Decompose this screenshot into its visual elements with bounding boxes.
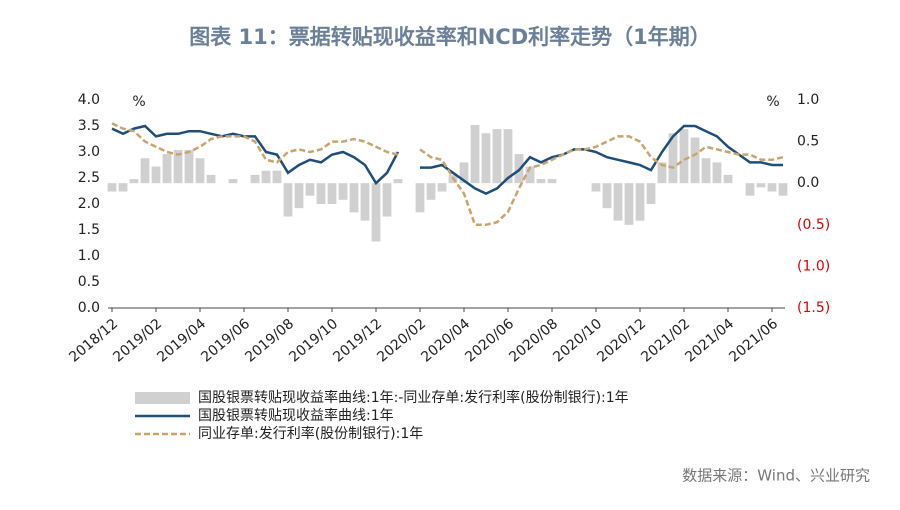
bar [261,170,271,184]
bar [712,162,722,184]
x-tick-label: 2019/08 [242,316,297,366]
x-tick-label: 2021/02 [638,316,693,366]
x-tick-label: 2020/12 [594,316,649,366]
bar [283,183,293,217]
bar [635,183,645,221]
bar [184,149,194,184]
y-tick-label: 0.5 [78,274,100,290]
y-tick-label: 3.5 [78,118,100,134]
legend-label: 同业存单:发行利率(股份制银行):1年 [198,425,423,442]
bar [602,183,612,209]
x-tick-label: 2018/12 [66,316,121,366]
bar [338,183,348,200]
bar [591,183,601,192]
x-tick-label: 2019/06 [198,316,253,366]
chart-title: 图表 11：票据转贴现收益率和NCD利率走势（1年期） [189,25,711,49]
y-tick-label: 3.0 [78,144,100,160]
y-tick-label: 4.0 [78,92,100,108]
x-tick-label: 2020/04 [418,316,473,366]
bar [668,133,678,184]
x-tick-label: 2019/04 [154,316,209,366]
bar [250,174,260,184]
y-tick-label: 2.0 [78,196,100,212]
bar [745,183,755,196]
bar [228,179,238,184]
bar [723,174,733,184]
x-tick-label: 2020/06 [462,316,517,366]
x-tick-label: 2019/02 [110,316,165,366]
legend-label: 国股银票转贴现收益率曲线:1年:-同业存单:发行利率(股份制银行):1年 [198,389,629,406]
bar [459,162,469,184]
bar [360,183,370,221]
bar [382,183,392,217]
x-tick-label: 2020/10 [550,316,605,366]
bar [756,183,766,188]
bar [371,183,381,242]
y-tick-label: 0.0 [78,300,100,316]
bar [679,129,689,184]
bar [767,183,777,192]
line-series [111,124,783,195]
x-tick-label: 2019/12 [330,316,385,366]
bar [690,137,700,184]
line-series [111,122,784,227]
bar [316,183,326,204]
source: 数据来源：Wind、兴业研究 [682,467,870,485]
y2-tick-label: 1.0 [797,92,819,108]
bar [481,133,491,184]
y-axis-unit: % [132,94,145,110]
bar [470,124,480,184]
bar [415,183,425,213]
bar [173,149,183,184]
bar [492,129,502,184]
bar [305,183,315,196]
bar [349,183,359,213]
bar [272,170,282,184]
bar [778,183,788,196]
bar [613,183,623,221]
x-tick-label: 2020/02 [374,316,429,366]
x-tick-label: 2020/08 [506,316,561,366]
bar [646,183,656,204]
bar [536,179,546,184]
bar [294,183,304,209]
bar [426,183,436,200]
bar [437,183,447,192]
bar [701,158,711,184]
y2-tick-label: (1.5) [797,300,830,316]
bar [503,129,513,184]
bar [162,154,172,184]
y2-tick-label: (0.5) [797,217,830,233]
y-tick-label: 1.5 [78,222,100,238]
bar [195,158,205,184]
bar [657,162,667,184]
bar [206,174,216,184]
bar [327,183,337,204]
y2-tick-label: 0.0 [797,175,819,191]
legend-label: 国股银票转贴现收益率曲线:1年 [198,407,394,424]
x-tick-label: 2019/10 [286,316,341,366]
bar [118,183,128,192]
y-tick-label: 1.0 [78,248,100,264]
bar [393,179,403,184]
x-tick-label: 2021/04 [682,316,737,366]
x-tick-label: 2021/06 [726,316,781,366]
y2-tick-label: 0.5 [797,134,819,150]
bar [129,179,139,184]
bar [624,183,634,225]
legend-swatch [135,392,190,404]
y2-axis-unit: % [766,94,779,110]
bar [140,158,150,184]
bar [525,166,535,184]
bar [107,183,117,192]
bar [151,166,161,184]
y-tick-label: 2.5 [78,170,100,186]
y2-tick-label: (1.0) [797,258,830,274]
bar [547,179,557,184]
